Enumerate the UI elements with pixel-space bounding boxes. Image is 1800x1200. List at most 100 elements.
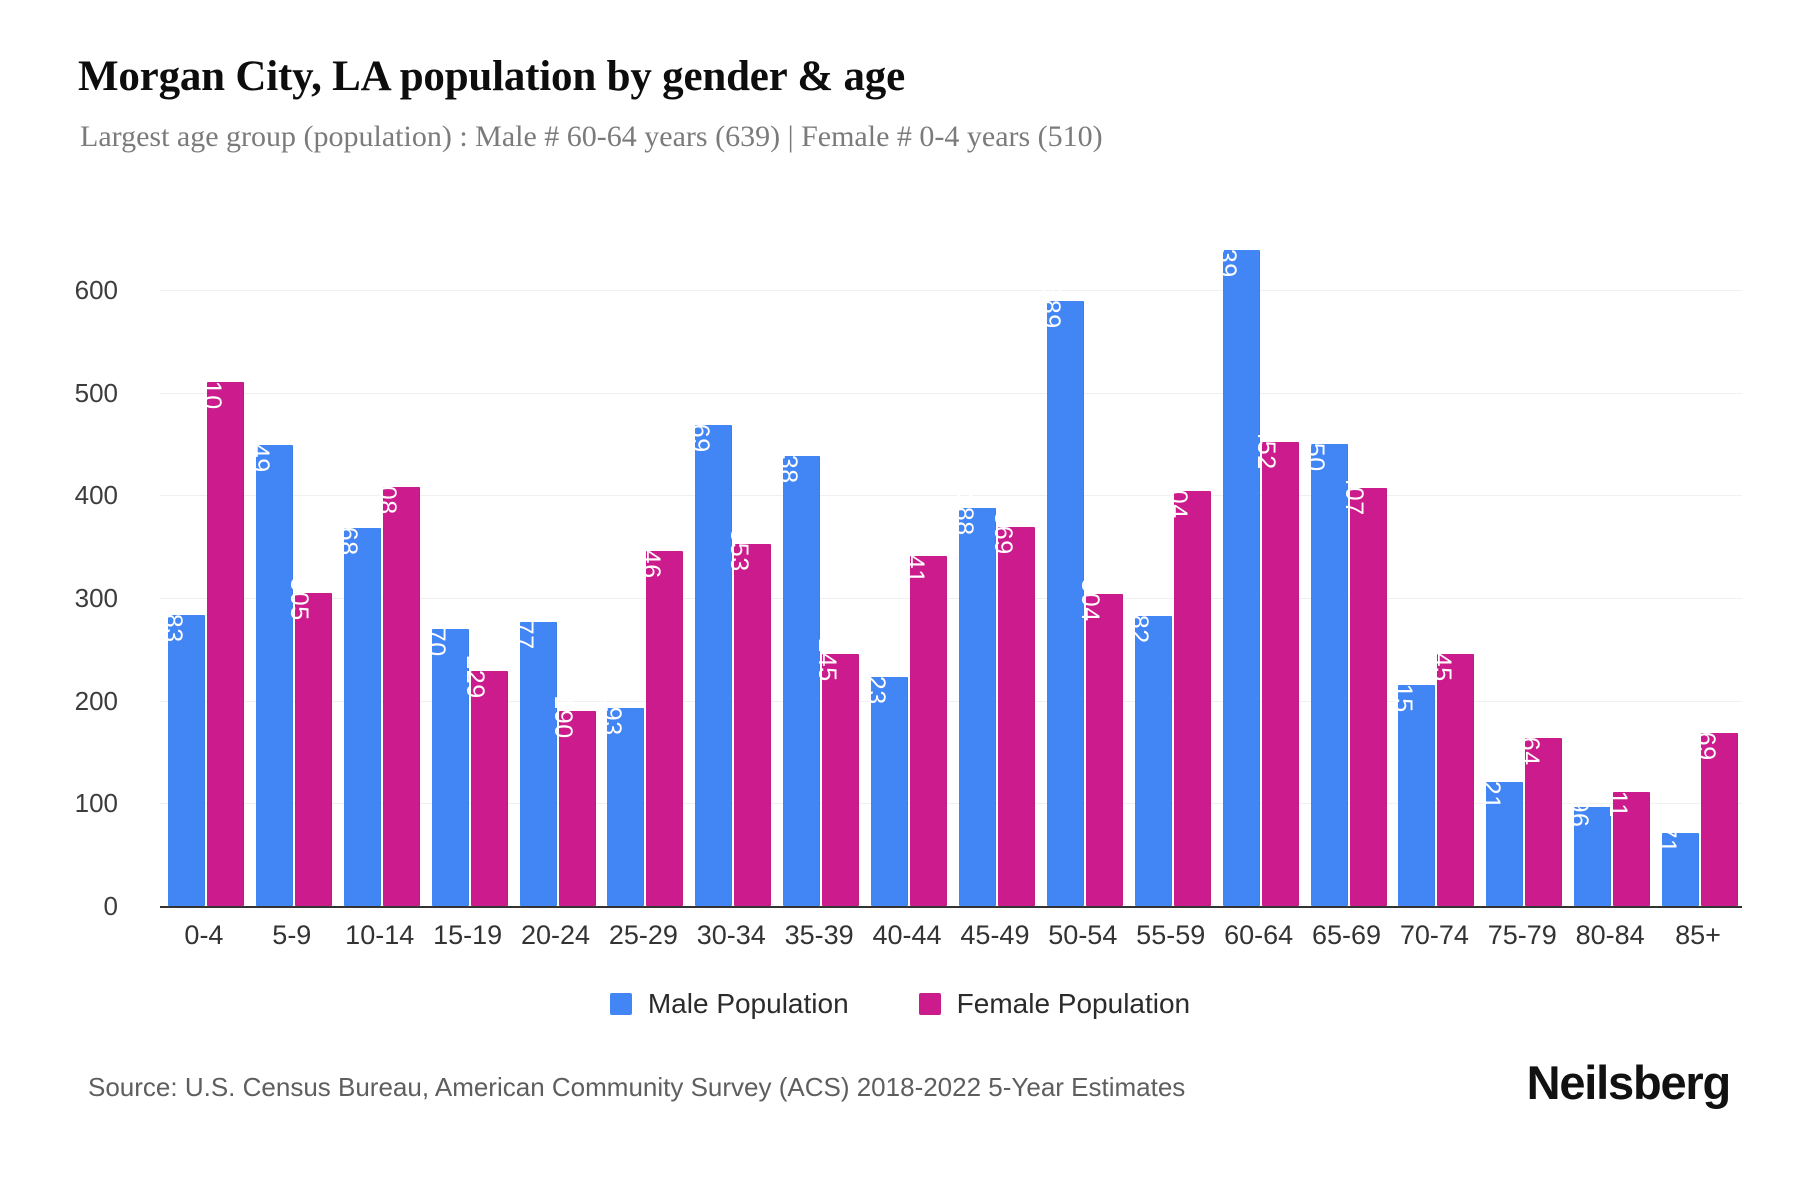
y-axis-tick-label: 400 (74, 480, 118, 511)
bar-male[interactable]: 223 (862, 661, 909, 906)
bar-group: 449 305 (246, 0, 336, 1200)
bar-female[interactable]: 305 (285, 577, 332, 906)
bar-value-label: 353 (724, 527, 753, 572)
bar-female[interactable]: 169 (1692, 717, 1739, 906)
bar-female[interactable]: 190 (549, 695, 596, 906)
bar-male[interactable]: 282 (1125, 601, 1172, 906)
legend-item-male[interactable]: Male Population (609, 988, 849, 1020)
bar-value-label: 121 (1476, 766, 1505, 810)
legend-item-female[interactable]: Female Population (918, 988, 1190, 1020)
bar-female[interactable]: 346 (637, 535, 684, 906)
bar-male[interactable]: 96 (1565, 799, 1612, 906)
bar-female[interactable]: 404 (1164, 476, 1211, 906)
bar-group: 96 111 (1565, 0, 1654, 1200)
bar-value-label: 245 (812, 638, 841, 683)
bar-value-label: 404 (1164, 475, 1193, 519)
bar-group: 589 304 (1037, 0, 1127, 1200)
x-axis-tick-label: 5-9 (272, 920, 312, 950)
bar-male[interactable]: 469 (686, 409, 733, 906)
bar-value-label: 450 (1301, 428, 1330, 472)
x-axis-tick-label: 0-4 (184, 920, 224, 950)
y-axis-tick-label: 200 (74, 685, 118, 716)
y-axis-tick-label: 0 (103, 891, 118, 921)
bar-female[interactable]: 164 (1516, 722, 1563, 906)
bar-value-label: 305 (285, 577, 314, 621)
bar-group: 71 169 (1653, 0, 1742, 1200)
bar-male[interactable]: 277 (510, 606, 557, 906)
x-axis-tick-label: 30-34 (696, 920, 766, 950)
bar-male[interactable]: 450 (1301, 428, 1348, 906)
x-axis-tick-label: 35-39 (784, 920, 854, 950)
bar-male[interactable]: 215 (1389, 670, 1436, 906)
x-axis-tick-label: 85+ (1675, 920, 1721, 950)
bar-value-label: 96 (1564, 799, 1593, 828)
x-axis-tick-label: 75-79 (1487, 920, 1557, 950)
bar-value-label: 438 (773, 440, 802, 484)
bar-group: 438 245 (774, 0, 863, 1200)
bar-female[interactable]: 245 (813, 639, 860, 906)
legend-swatch-female-icon (918, 993, 941, 1015)
bar-group: 277 190 (510, 0, 600, 1200)
legend-label-male: Male Population (647, 988, 849, 1019)
bar-group: 450 407 (1301, 0, 1391, 1200)
bar-male[interactable]: 193 (598, 692, 645, 906)
x-axis-tick-label: 25-29 (608, 920, 678, 950)
x-axis-tick-label: 80-84 (1575, 920, 1645, 950)
bar-value-label: 111 (1603, 778, 1632, 818)
bar-male[interactable]: 283 (159, 600, 205, 906)
bar-female[interactable]: 407 (1340, 473, 1387, 906)
grid-line (160, 803, 1742, 805)
bar-female[interactable]: 245 (1428, 639, 1475, 906)
bar-value-label: 589 (1037, 285, 1066, 329)
grid-line (160, 392, 1742, 394)
x-axis-tick-label: 50-54 (1048, 920, 1118, 950)
bar-value-label: 408 (373, 471, 402, 515)
bar-value-label: 341 (900, 540, 929, 584)
y-axis-tick-label: 500 (74, 377, 118, 408)
bar-value-label: 639 (1213, 234, 1242, 278)
bar-female[interactable]: 452 (1252, 426, 1299, 906)
bar-group: 270 229 (422, 0, 512, 1200)
bar-female[interactable]: 408 (373, 472, 420, 906)
bar-female[interactable]: 304 (1076, 578, 1123, 906)
bar-value-label: 215 (1388, 669, 1417, 713)
legend-swatch-male-icon (609, 993, 632, 1015)
x-axis-line (160, 906, 1742, 908)
x-axis-tick-label: 45-49 (960, 920, 1030, 950)
bar-male[interactable]: 639 (1213, 234, 1260, 906)
bar-female[interactable]: 229 (461, 655, 508, 906)
bar-male[interactable]: 438 (774, 441, 821, 906)
x-axis-tick-label: 40-44 (872, 920, 942, 950)
bar-value-label: 304 (1076, 578, 1105, 622)
bar-female[interactable]: 111 (1604, 778, 1651, 906)
page-title: Morgan City, LA population by gender & a… (78, 53, 905, 100)
source-note: Source: U.S. Census Bureau, American Com… (88, 1072, 1186, 1102)
bar-value-label: 369 (988, 511, 1017, 555)
bar-group: 121 164 (1477, 0, 1566, 1200)
bar-female[interactable]: 510 (198, 367, 244, 906)
bar-female[interactable]: 353 (725, 528, 772, 906)
bar-male[interactable]: 449 (246, 429, 293, 906)
bar-male[interactable]: 589 (1037, 286, 1084, 906)
bar-group: 215 245 (1389, 0, 1478, 1200)
bar-male[interactable]: 71 (1653, 825, 1700, 906)
x-axis-tick-label: 70-74 (1399, 920, 1469, 950)
bar-female[interactable]: 341 (901, 540, 948, 906)
bar-group: 193 346 (598, 0, 687, 1200)
x-axis-tick-label: 65-69 (1311, 920, 1382, 950)
bar-male[interactable]: 388 (950, 492, 996, 906)
bar-male[interactable]: 121 (1477, 766, 1524, 906)
bar-male[interactable]: 368 (334, 513, 381, 906)
bar-value-label: 283 (158, 599, 187, 644)
bar-value-label: 388 (949, 492, 978, 536)
bar-group: 469 353 (686, 0, 775, 1200)
bar-male[interactable]: 270 (422, 613, 469, 906)
bar-female[interactable]: 369 (989, 512, 1035, 906)
bar-value-label: 449 (246, 429, 275, 473)
y-axis-tick-label: 300 (74, 583, 118, 613)
bar-group: 283 510 (159, 0, 248, 1200)
bar-value-label: 190 (549, 695, 578, 739)
bar-group: 282 404 (1125, 0, 1215, 1200)
bar-value-label: 270 (422, 613, 451, 657)
bar-value-label: 164 (1515, 722, 1544, 766)
